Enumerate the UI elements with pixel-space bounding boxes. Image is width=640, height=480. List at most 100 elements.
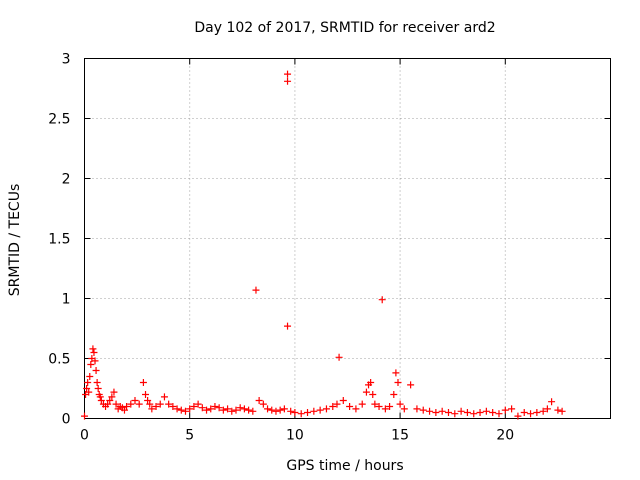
data-point xyxy=(232,406,240,414)
data-point xyxy=(135,400,143,408)
data-point xyxy=(333,400,341,408)
data-point xyxy=(177,406,185,414)
data-point xyxy=(284,77,292,85)
data-point xyxy=(316,406,324,414)
data-point xyxy=(228,407,236,415)
data-point xyxy=(533,409,541,416)
data-point xyxy=(86,373,94,380)
data-point xyxy=(259,400,267,408)
data-point xyxy=(339,397,347,404)
x-axis-title: GPS time / hours xyxy=(286,458,403,474)
data-point xyxy=(407,381,415,389)
axis-ticks: 0 5 10 15 20 0 0.5 1 1.5 2 2.5 3 xyxy=(48,52,611,444)
data-point xyxy=(186,405,194,413)
data-point xyxy=(375,403,383,410)
data-point xyxy=(108,393,116,401)
data-point xyxy=(255,397,263,404)
data-point xyxy=(413,405,421,413)
data-point xyxy=(211,403,219,410)
data-point xyxy=(378,296,386,304)
data-point xyxy=(106,397,114,404)
data-point xyxy=(173,405,181,413)
data-point xyxy=(190,403,198,410)
data-point xyxy=(219,406,227,414)
data-point xyxy=(508,405,516,413)
x-tick-label: 5 xyxy=(185,428,194,444)
data-point xyxy=(329,403,337,410)
data-point xyxy=(81,412,88,420)
data-point xyxy=(558,407,566,415)
data-point xyxy=(548,398,556,406)
data-point xyxy=(144,397,152,404)
data-point xyxy=(84,379,92,386)
data-point xyxy=(514,412,522,420)
data-point xyxy=(139,379,147,386)
y-tick-label: 2.5 xyxy=(48,112,70,128)
data-point xyxy=(83,385,91,392)
data-point xyxy=(400,405,408,413)
y-tick-label: 1.5 xyxy=(48,232,70,248)
data-point xyxy=(236,404,244,412)
data-point xyxy=(304,409,312,416)
data-point xyxy=(272,407,280,415)
grid xyxy=(84,58,611,419)
data-point xyxy=(127,400,135,408)
data-point xyxy=(94,385,102,392)
data-point xyxy=(123,403,131,410)
data-point xyxy=(280,405,288,413)
data-point xyxy=(369,391,377,398)
x-tick-label: 10 xyxy=(286,428,304,444)
data-point xyxy=(419,406,427,414)
data-point xyxy=(194,400,202,408)
data-point xyxy=(264,405,272,413)
data-point xyxy=(362,388,370,396)
data-point xyxy=(322,405,330,413)
data-point xyxy=(482,407,490,415)
data-point xyxy=(470,410,478,418)
data-point xyxy=(371,400,379,408)
data-point xyxy=(91,357,99,365)
data-point xyxy=(245,406,253,414)
y-tick-label: 0 xyxy=(62,412,71,428)
data-point xyxy=(142,391,150,398)
y-tick-label: 0.5 xyxy=(48,352,70,368)
data-point xyxy=(451,410,459,418)
data-point xyxy=(457,407,465,415)
y-axis-title: SRMTID / TECUs xyxy=(7,184,23,297)
data-point xyxy=(93,379,101,386)
y-tick-label: 2 xyxy=(62,172,71,188)
data-point xyxy=(284,322,292,330)
data-point xyxy=(489,409,497,416)
data-point xyxy=(390,391,398,398)
data-point xyxy=(381,405,389,413)
data-point xyxy=(539,407,547,415)
data-point xyxy=(358,400,366,408)
data-point xyxy=(444,409,452,416)
data-point xyxy=(224,405,232,413)
data-point xyxy=(554,406,562,414)
data-point xyxy=(310,407,318,415)
data-point xyxy=(297,410,305,418)
data-point xyxy=(156,400,164,408)
data-point xyxy=(87,361,95,368)
x-tick-label: 20 xyxy=(496,428,514,444)
data-point xyxy=(476,409,484,416)
data-point xyxy=(85,388,93,396)
data-point xyxy=(252,286,260,294)
data-point xyxy=(169,403,177,410)
data-point xyxy=(198,404,206,412)
data-point xyxy=(367,379,375,386)
data-point xyxy=(240,405,248,413)
data-point xyxy=(146,400,154,408)
data-point xyxy=(112,400,120,408)
data-point xyxy=(463,409,471,416)
data-point xyxy=(97,397,105,404)
y-tick-label: 1 xyxy=(62,292,71,308)
data-point xyxy=(335,353,343,361)
data-point xyxy=(96,393,104,401)
data-point xyxy=(152,403,160,410)
data-point xyxy=(160,393,168,401)
data-point xyxy=(131,397,139,404)
data-points xyxy=(81,70,566,420)
